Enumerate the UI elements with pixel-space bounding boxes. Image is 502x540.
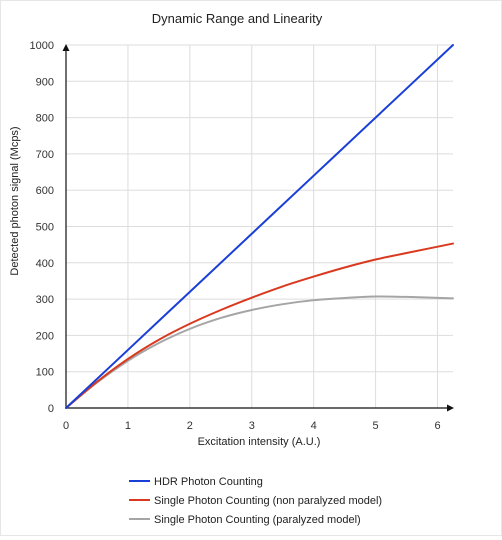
- x-tick-label: 3: [249, 420, 255, 432]
- y-tick-label: 200: [36, 330, 54, 342]
- y-tick-label: 0: [48, 403, 54, 415]
- series-lines: [65, 44, 454, 409]
- y-tick-label: 300: [36, 294, 54, 306]
- y-tick-label: 100: [36, 367, 54, 379]
- grid-lines: [66, 44, 453, 408]
- axes: [62, 44, 454, 412]
- x-tick-label: 5: [373, 420, 379, 432]
- x-axis-arrow: [447, 404, 454, 412]
- tick-labels: 0 1 2 3 4 5 6 0 100 200 300 400 500 600 700 800 900 1000: [30, 40, 441, 432]
- series-line-single-photon-counting-non-paralyzed-model: [65, 242, 454, 409]
- y-tick-label: 700: [36, 149, 54, 161]
- x-tick-label: 2: [187, 420, 193, 432]
- x-tick-label: 0: [63, 420, 69, 432]
- y-axis-arrow: [62, 44, 70, 51]
- legend: HDR Photon Counting Single Photon Countin…: [129, 476, 382, 526]
- x-tick-label: 4: [311, 420, 317, 432]
- y-axis-label: Detected photon signal (Mcps): [9, 126, 21, 275]
- chart-title: Dynamic Range and Linearity: [152, 11, 323, 26]
- y-tick-label: 800: [36, 113, 54, 125]
- x-tick-label: 1: [125, 420, 131, 432]
- legend-label: Single Photon Counting (non paralyzed mo…: [154, 495, 382, 507]
- series-line-hdr-photon-counting: [65, 44, 454, 409]
- y-tick-label: 900: [36, 76, 54, 88]
- y-tick-label: 500: [36, 222, 54, 234]
- y-tick-label: 600: [36, 185, 54, 197]
- legend-label: HDR Photon Counting: [154, 476, 263, 488]
- y-tick-label: 1000: [30, 40, 54, 52]
- series-line-single-photon-counting-paralyzed-model: [65, 295, 454, 409]
- legend-label: Single Photon Counting (paralyzed model): [154, 514, 361, 526]
- y-tick-label: 400: [36, 258, 54, 270]
- x-axis-label: Excitation intensity (A.U.): [198, 436, 321, 448]
- x-tick-label: 6: [434, 420, 440, 432]
